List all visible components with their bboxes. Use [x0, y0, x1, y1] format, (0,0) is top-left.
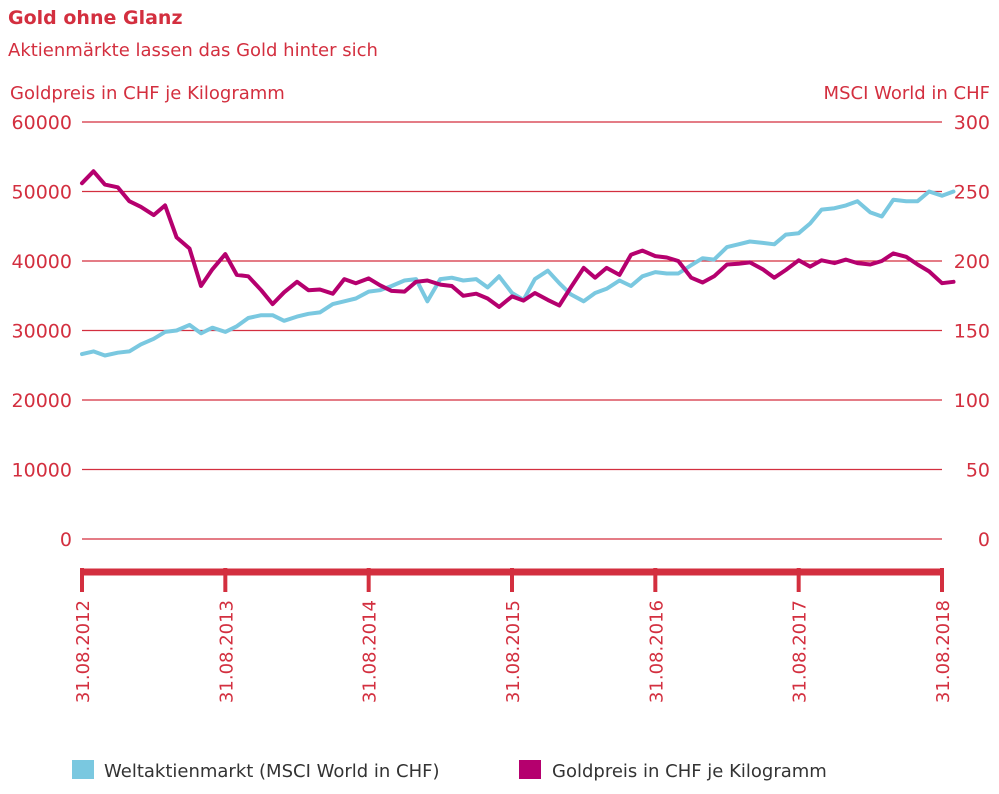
y-tick-label-left: 10000 [12, 460, 72, 482]
y-tick-label-left: 30000 [12, 321, 72, 343]
legend-swatch [72, 760, 94, 779]
x-tick-label: 31.08.2012 [73, 600, 94, 703]
x-tick-label: 31.08.2016 [646, 600, 667, 703]
legend-swatch [519, 760, 541, 779]
chart-subtitle: Aktienmärkte lassen das Gold hinter sich [8, 40, 378, 61]
y-tick-label-left: 40000 [12, 251, 72, 273]
x-tick-label: 31.08.2013 [216, 600, 237, 703]
y-tick-label-left: 60000 [12, 112, 72, 134]
chart-title: Gold ohne Glanz [8, 7, 183, 29]
legend-label: Goldpreis in CHF je Kilogramm [552, 761, 827, 782]
x-tick-label: 31.08.2014 [360, 600, 381, 703]
y-tick-label-right: 300 [954, 112, 990, 134]
y-ticks-left: 0 10000 20000 30000 40000 50000 60000 [12, 112, 72, 551]
y-tick-label-left: 50000 [12, 182, 72, 204]
y-tick-label-right: 200 [954, 251, 990, 273]
y-axis-label-right: MSCI World in CHF [824, 83, 990, 104]
y-tick-label-left: 20000 [12, 390, 72, 412]
x-axis: 31.08.2012 31.08.2013 31.08.2014 31.08.2015… [73, 568, 954, 703]
x-tick-label: 31.08.2017 [790, 600, 811, 703]
legend: Weltaktienmarkt (MSCI World in CHF) Goldp… [72, 760, 827, 782]
x-tick-label: 31.08.2015 [503, 600, 524, 703]
series-lines [80, 169, 956, 358]
y-tick-label-left: 0 [60, 529, 72, 551]
series-line-gold [80, 169, 956, 309]
legend-label: Weltaktienmarkt (MSCI World in CHF) [104, 761, 440, 782]
y-tick-label-right: 100 [954, 390, 990, 412]
y-tick-label-right: 250 [954, 182, 990, 204]
y-tick-label-right: 150 [954, 321, 990, 343]
y-tick-label-right: 0 [978, 529, 990, 551]
y-axis-label-left: Goldpreis in CHF je Kilogramm [10, 83, 285, 104]
x-tick-label: 31.08.2018 [933, 600, 954, 703]
y-ticks-right: 0 50 100 150 200 250 300 [954, 112, 990, 551]
y-tick-label-right: 50 [966, 460, 990, 482]
